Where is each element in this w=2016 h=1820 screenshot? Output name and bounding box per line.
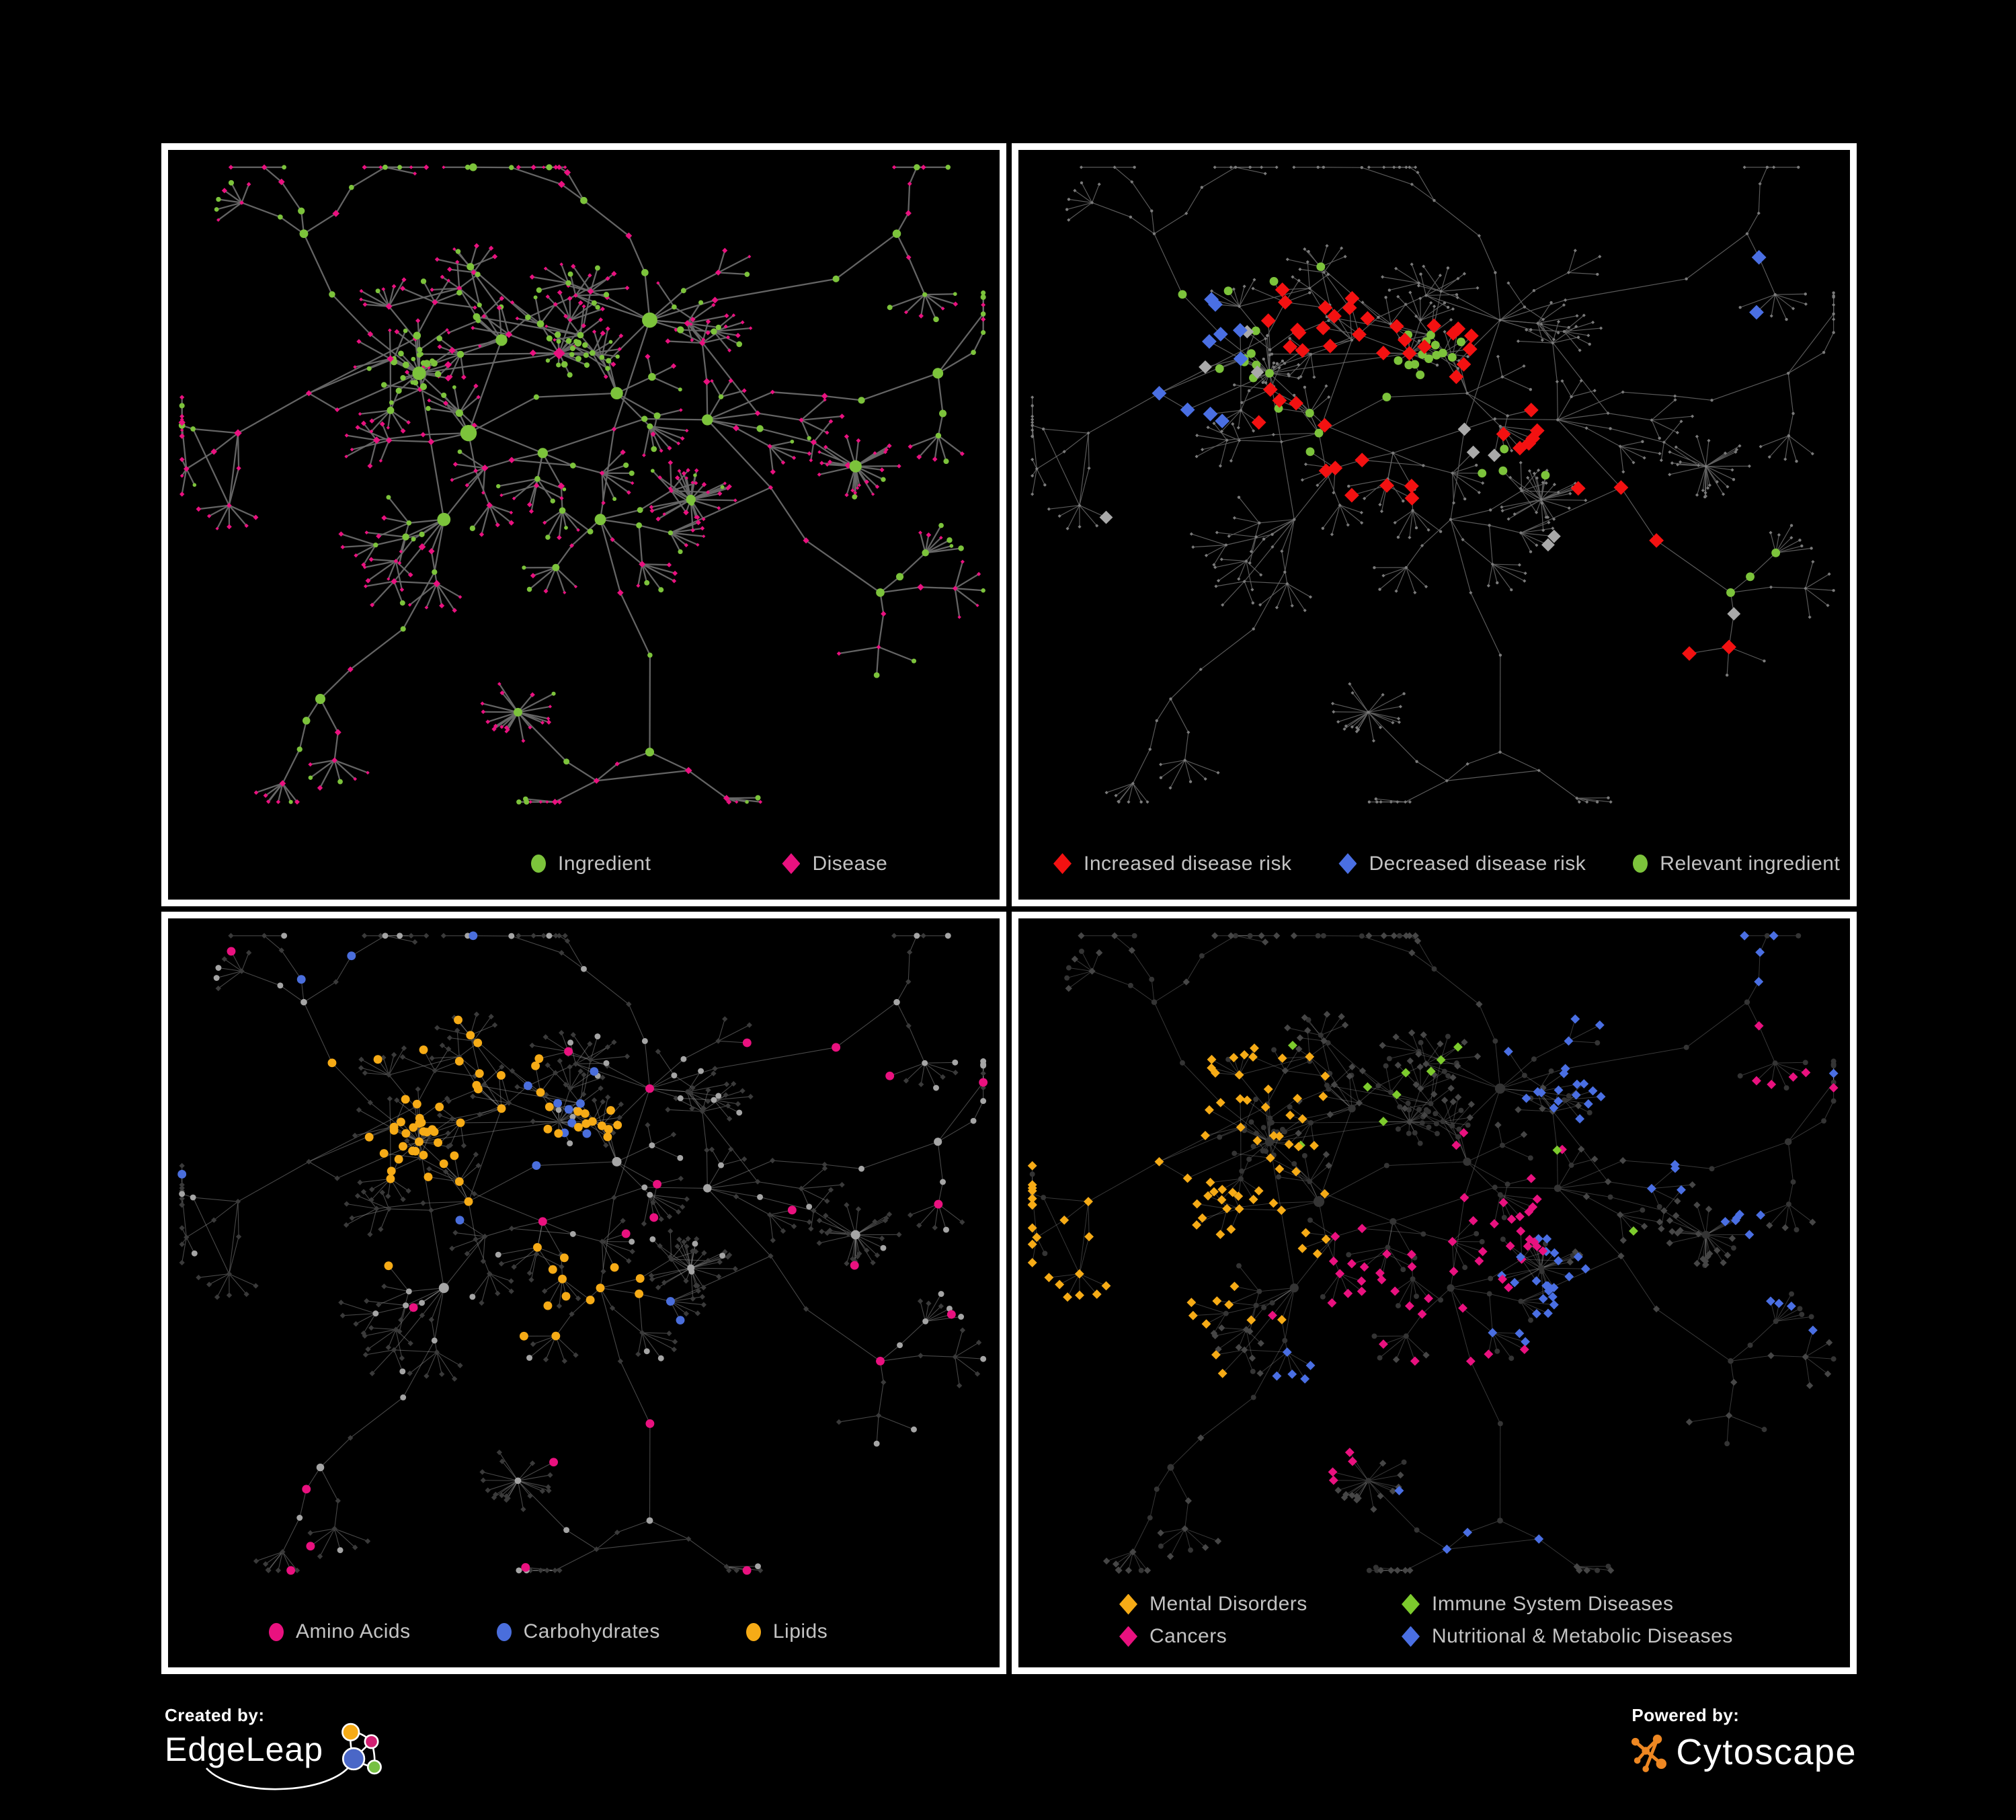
relevant-ingredient-marker-icon bbox=[1633, 855, 1648, 873]
disease-marker-icon bbox=[782, 853, 801, 874]
legend-label: Carbohydrates bbox=[523, 1620, 660, 1643]
panel-disease-risk: Increased disease risk Decreased disease… bbox=[1012, 143, 1857, 906]
legend-item-increased-risk: Increased disease risk bbox=[1053, 853, 1291, 875]
ingredient-marker-icon bbox=[531, 855, 546, 873]
legend-item-decreased-risk: Decreased disease risk bbox=[1338, 853, 1586, 875]
legend-item-relevant-ingredient: Relevant ingredient bbox=[1633, 853, 1840, 875]
legend-macronutrients: Amino Acids Carbohydrates Lipids bbox=[168, 1620, 1000, 1643]
mental-disorders-marker-icon bbox=[1119, 1593, 1137, 1615]
panel-macronutrients: Amino Acids Carbohydrates Lipids bbox=[161, 911, 1006, 1674]
legend-item-mental-disorders: Mental Disorders bbox=[1119, 1593, 1402, 1616]
immune-diseases-marker-icon bbox=[1402, 1593, 1420, 1615]
nodes-layer bbox=[1031, 165, 1836, 804]
decreased-risk-marker-icon bbox=[1338, 853, 1357, 874]
nutritional-metabolic-marker-icon bbox=[1402, 1626, 1420, 1647]
legend-disease-risk: Increased disease risk Decreased disease… bbox=[1018, 853, 1850, 875]
cytoscape-logo-icon bbox=[1631, 1735, 1667, 1772]
legend-item-carbohydrates: Carbohydrates bbox=[496, 1620, 660, 1643]
amino-acids-marker-icon bbox=[269, 1622, 284, 1641]
legend-label: Cancers bbox=[1150, 1625, 1227, 1647]
footer: Created by: EdgeLeap Powered by: bbox=[165, 1705, 1857, 1790]
legend-label: Amino Acids bbox=[296, 1620, 411, 1643]
legend-item-immune-diseases: Immune System Diseases bbox=[1402, 1593, 1850, 1616]
lipids-marker-icon bbox=[745, 1622, 761, 1641]
edges-layer bbox=[1032, 935, 1834, 1571]
legend-item-ingredient: Ingredient bbox=[531, 853, 651, 875]
legend-item-nutritional-metabolic: Nutritional & Metabolic Diseases bbox=[1402, 1625, 1850, 1648]
legend-item-disease: Disease bbox=[782, 853, 887, 875]
panel-grid: Ingredient Disease Increased disease ris… bbox=[161, 143, 1857, 1674]
legend-label: Ingredient bbox=[558, 852, 651, 875]
created-by-block: Created by: EdgeLeap bbox=[165, 1705, 384, 1790]
edges-layer bbox=[182, 935, 984, 1571]
carbohydrates-marker-icon bbox=[496, 1622, 512, 1641]
edgeleap-logo-icon bbox=[206, 1723, 382, 1790]
edgeleap-logo-text: EdgeLeap bbox=[165, 1731, 324, 1768]
legend-item-amino-acids: Amino Acids bbox=[269, 1620, 411, 1643]
legend-item-lipids: Lipids bbox=[745, 1620, 828, 1643]
nodes-layer bbox=[177, 931, 988, 1575]
legend-label: Immune System Diseases bbox=[1432, 1593, 1674, 1615]
edges-layer bbox=[1032, 167, 1834, 803]
network-ingredient-disease bbox=[178, 163, 986, 805]
legend-label: Lipids bbox=[772, 1620, 828, 1643]
legend-label: Relevant ingredient bbox=[1660, 852, 1841, 875]
edges-layer bbox=[181, 166, 984, 803]
network-disease-categories bbox=[1027, 931, 1839, 1574]
network-disease-risk bbox=[1031, 165, 1836, 804]
legend-label: Disease bbox=[812, 852, 888, 875]
legend-label: Decreased disease risk bbox=[1369, 852, 1586, 875]
legend-item-cancers: Cancers bbox=[1119, 1625, 1402, 1648]
legend-label: Nutritional & Metabolic Diseases bbox=[1432, 1625, 1733, 1647]
created-by-caption: Created by: bbox=[165, 1705, 265, 1725]
legend-label: Mental Disorders bbox=[1150, 1593, 1307, 1615]
powered-by-block: Powered by: Cytoscape bbox=[1631, 1705, 1857, 1773]
edgeleap-brand: EdgeLeap bbox=[165, 1723, 384, 1790]
legend-ingredient-disease: Ingredient Disease bbox=[168, 853, 1000, 875]
powered-by-caption: Powered by: bbox=[1631, 1705, 1740, 1725]
network-macronutrients bbox=[177, 931, 988, 1575]
legend-label: Increased disease risk bbox=[1084, 852, 1292, 875]
panel-ingredient-disease: Ingredient Disease bbox=[161, 143, 1006, 906]
cancers-marker-icon bbox=[1119, 1626, 1137, 1647]
nodes-layer bbox=[178, 163, 986, 805]
cytoscape-logo-text: Cytoscape bbox=[1676, 1732, 1857, 1772]
nodes-layer bbox=[1027, 931, 1839, 1574]
increased-risk-marker-icon bbox=[1053, 853, 1072, 874]
panel-disease-categories: Mental Disorders Immune System Diseases … bbox=[1012, 911, 1857, 1674]
cytoscape-brand: Cytoscape bbox=[1631, 1731, 1857, 1773]
legend-disease-categories: Mental Disorders Immune System Diseases … bbox=[1018, 1588, 1850, 1653]
